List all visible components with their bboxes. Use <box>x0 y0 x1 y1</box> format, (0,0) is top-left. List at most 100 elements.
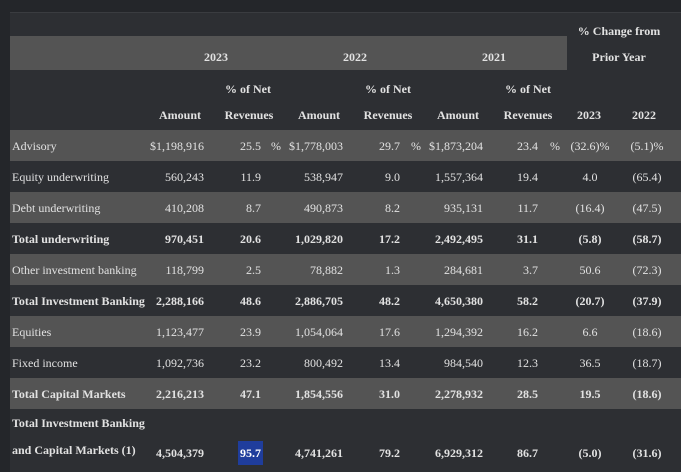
row-label: Other investment banking <box>12 263 137 277</box>
cell: 28.5 <box>517 387 538 401</box>
row-band <box>10 254 681 285</box>
cell: 4,504,379 <box>156 446 204 460</box>
cell: 11.7 <box>517 201 538 215</box>
cell: 9.0 <box>385 170 400 184</box>
cell: (18.7) <box>632 356 662 370</box>
cell: 19.5 <box>579 387 601 401</box>
cell: 78,882 <box>310 263 343 277</box>
cell: (5.1)% <box>630 139 664 153</box>
cell: (16.4) <box>575 201 605 215</box>
row-label: Total underwriting <box>12 232 110 246</box>
cell: (65.4) <box>632 170 662 184</box>
cell: 2,886,705 <box>295 294 343 308</box>
header-change-year: 2023 <box>577 108 601 122</box>
cell: 86.7 <box>517 446 538 460</box>
cell: 31.0 <box>379 387 400 401</box>
cell: 1,092,736 <box>156 356 204 370</box>
cell: 1.3 <box>385 263 400 277</box>
cell: (58.7) <box>632 232 662 246</box>
cell: 25.5 <box>240 139 261 153</box>
cell: (72.3) <box>632 263 662 277</box>
cell: 4,650,380 <box>435 294 483 308</box>
cell: 1,029,820 <box>295 232 343 246</box>
cell: 1,294,392 <box>435 325 483 339</box>
header-amount: Amount <box>297 108 341 122</box>
cell: (31.6) <box>632 446 662 460</box>
cell: 23.2 <box>240 356 261 370</box>
cell: 1,854,556 <box>295 387 343 401</box>
row-label: Advisory <box>12 139 57 153</box>
header-revenues: Revenues <box>503 108 553 122</box>
cell: 36.5 <box>579 356 601 370</box>
percent-sign: % <box>550 139 560 153</box>
cell: 29.7 <box>379 139 400 153</box>
cell: 47.1 <box>240 387 261 401</box>
cell: 410,208 <box>165 201 204 215</box>
cell: 50.6 <box>579 263 601 277</box>
header-pct: % of Net <box>505 82 551 96</box>
cell: 1,054,064 <box>295 325 343 339</box>
cell: 538,947 <box>304 170 343 184</box>
cell: 8.2 <box>385 201 400 215</box>
cell: $1,198,916 <box>150 139 204 153</box>
cell: (18.6) <box>632 325 662 339</box>
cell: 79.2 <box>379 446 400 460</box>
cell: 6.6 <box>582 325 598 339</box>
cell: (18.6) <box>632 387 662 401</box>
cell: 48.2 <box>379 294 400 308</box>
cell: 16.2 <box>517 325 538 339</box>
cell: 23.9 <box>240 325 261 339</box>
header-band <box>10 36 567 70</box>
header-change-year: 2022 <box>632 108 656 122</box>
cell: 2,278,932 <box>435 387 483 401</box>
row-label: Equity underwriting <box>12 170 109 184</box>
cell: 2,288,166 <box>156 294 204 308</box>
row-label: Equities <box>12 325 52 339</box>
cell: 970,451 <box>165 232 204 246</box>
cell: 4.0 <box>582 170 598 184</box>
row-label: Total Capital Markets <box>12 387 126 401</box>
cell: 2,492,495 <box>435 232 483 246</box>
row-label: Total Investment Banking <box>12 416 145 430</box>
cell: 984,540 <box>444 356 483 370</box>
cell: (37.9) <box>632 294 662 308</box>
row-label: Fixed income <box>12 356 78 370</box>
row-band <box>10 378 681 409</box>
header-year: 2023 <box>204 50 228 64</box>
row-label: Total Investment Banking <box>12 294 145 308</box>
cell: (20.7) <box>575 294 605 308</box>
cell: 3.7 <box>523 263 538 277</box>
cell: 13.4 <box>379 356 400 370</box>
cell: 23.4 <box>517 139 538 153</box>
cell: (32.6)% <box>570 139 610 153</box>
cell: 8.7 <box>246 201 261 215</box>
header-prior: Prior Year <box>592 50 646 64</box>
cell: 800,492 <box>304 356 343 370</box>
cell: 935,131 <box>444 201 483 215</box>
cell: 95.7 <box>238 441 263 465</box>
header-change: % Change from <box>577 24 661 38</box>
cell: 12.3 <box>517 356 538 370</box>
cell: (5.0) <box>578 446 602 460</box>
row-label: and Capital Markets (1) <box>12 443 136 457</box>
cell: 20.6 <box>240 232 261 246</box>
header-pct: % of Net <box>225 82 271 96</box>
cell: 11.9 <box>240 170 261 184</box>
cell: 1,123,477 <box>156 325 204 339</box>
row-band <box>10 316 681 347</box>
header-revenues: Revenues <box>224 108 274 122</box>
cell: $1,873,204 <box>429 139 483 153</box>
cell: 284,681 <box>444 263 483 277</box>
row-band <box>10 130 681 161</box>
cell: 6,929,312 <box>435 446 483 460</box>
cell: 17.6 <box>379 325 400 339</box>
cell: 2.5 <box>246 263 261 277</box>
cell: (47.5) <box>632 201 662 215</box>
header-pct: % of Net <box>365 82 411 96</box>
header-year: 2021 <box>482 50 506 64</box>
header-revenues: Revenues <box>363 108 413 122</box>
cell: 118,799 <box>165 263 204 277</box>
cell: 58.2 <box>517 294 538 308</box>
cell: 2,216,213 <box>156 387 204 401</box>
